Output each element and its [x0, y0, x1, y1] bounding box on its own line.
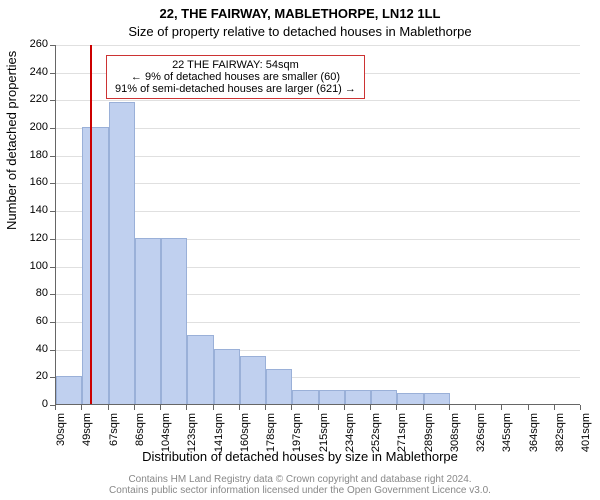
- plot-area: 22 THE FAIRWAY: 54sqm ← 9% of detached h…: [55, 45, 580, 405]
- y-tick-label: 40: [8, 343, 48, 355]
- x-tick-label: 141sqm: [213, 413, 225, 453]
- histogram-bar: [82, 127, 108, 404]
- histogram-bar: [240, 356, 266, 404]
- x-tick-label: 382sqm: [554, 413, 566, 453]
- y-tick-mark: [50, 211, 55, 212]
- x-tick-mark: [501, 405, 502, 410]
- x-tick-mark: [160, 405, 161, 410]
- y-tick-label: 180: [8, 149, 48, 161]
- y-tick-mark: [50, 322, 55, 323]
- x-tick-label: 160sqm: [239, 413, 251, 453]
- histogram-bar: [161, 238, 187, 404]
- x-tick-label: 252sqm: [370, 413, 382, 453]
- x-tick-label: 401sqm: [580, 413, 592, 453]
- histogram-bar: [424, 393, 450, 404]
- x-tick-mark: [396, 405, 397, 410]
- histogram-bar: [214, 349, 240, 404]
- x-tick-mark: [239, 405, 240, 410]
- y-tick-label: 80: [8, 287, 48, 299]
- y-tick-label: 0: [8, 398, 48, 410]
- x-tick-label: 234sqm: [344, 413, 356, 453]
- x-tick-mark: [344, 405, 345, 410]
- y-tick-label: 140: [8, 204, 48, 216]
- y-tick-label: 160: [8, 176, 48, 188]
- annotation-line2: ← 9% of detached houses are smaller (60): [115, 71, 356, 83]
- y-tick-label: 100: [8, 260, 48, 272]
- x-tick-mark: [81, 405, 82, 410]
- x-tick-mark: [370, 405, 371, 410]
- y-tick-label: 200: [8, 121, 48, 133]
- y-tick-mark: [50, 100, 55, 101]
- chart-container: 22, THE FAIRWAY, MABLETHORPE, LN12 1LL S…: [0, 0, 600, 500]
- annotation-box: 22 THE FAIRWAY: 54sqm ← 9% of detached h…: [106, 55, 365, 99]
- x-tick-label: 67sqm: [108, 413, 120, 453]
- x-tick-mark: [108, 405, 109, 410]
- y-tick-label: 220: [8, 93, 48, 105]
- histogram-bar: [109, 102, 135, 404]
- histogram-bar: [319, 390, 345, 404]
- y-tick-mark: [50, 156, 55, 157]
- annotation-line3: 91% of semi-detached houses are larger (…: [115, 83, 356, 95]
- x-tick-mark: [186, 405, 187, 410]
- chart-title-line2: Size of property relative to detached ho…: [0, 24, 600, 39]
- x-tick-mark: [213, 405, 214, 410]
- y-tick-mark: [50, 267, 55, 268]
- x-tick-mark: [528, 405, 529, 410]
- histogram-bar: [397, 393, 423, 404]
- y-tick-mark: [50, 377, 55, 378]
- x-tick-label: 30sqm: [55, 413, 67, 453]
- x-tick-mark: [475, 405, 476, 410]
- chart-title-line1: 22, THE FAIRWAY, MABLETHORPE, LN12 1LL: [0, 6, 600, 21]
- y-tick-mark: [50, 183, 55, 184]
- annotation-line1: 22 THE FAIRWAY: 54sqm: [115, 59, 356, 71]
- histogram-bar: [345, 390, 371, 404]
- x-tick-label: 364sqm: [528, 413, 540, 453]
- y-tick-label: 240: [8, 66, 48, 78]
- x-tick-label: 326sqm: [475, 413, 487, 453]
- histogram-bar: [135, 238, 161, 404]
- x-tick-label: 178sqm: [265, 413, 277, 453]
- x-tick-mark: [449, 405, 450, 410]
- x-tick-label: 345sqm: [501, 413, 513, 453]
- y-tick-label: 260: [8, 38, 48, 50]
- x-tick-mark: [55, 405, 56, 410]
- x-tick-label: 271sqm: [396, 413, 408, 453]
- x-tick-mark: [318, 405, 319, 410]
- footer: Contains HM Land Registry data © Crown c…: [0, 474, 600, 496]
- x-tick-mark: [554, 405, 555, 410]
- x-tick-label: 123sqm: [186, 413, 198, 453]
- histogram-bar: [187, 335, 213, 404]
- x-tick-mark: [423, 405, 424, 410]
- y-tick-label: 20: [8, 370, 48, 382]
- footer-line1: Contains HM Land Registry data © Crown c…: [0, 474, 600, 485]
- y-tick-label: 120: [8, 232, 48, 244]
- x-tick-mark: [134, 405, 135, 410]
- grid-line: [56, 45, 580, 46]
- x-tick-label: 49sqm: [81, 413, 93, 453]
- y-tick-mark: [50, 350, 55, 351]
- reference-line: [90, 45, 92, 404]
- x-tick-mark: [580, 405, 581, 410]
- x-tick-label: 215sqm: [318, 413, 330, 453]
- y-tick-label: 60: [8, 315, 48, 327]
- y-tick-mark: [50, 45, 55, 46]
- y-tick-mark: [50, 294, 55, 295]
- x-tick-label: 197sqm: [291, 413, 303, 453]
- footer-line2: Contains public sector information licen…: [0, 485, 600, 496]
- x-tick-mark: [291, 405, 292, 410]
- histogram-bar: [266, 369, 292, 404]
- x-tick-label: 289sqm: [423, 413, 435, 453]
- histogram-bar: [371, 390, 397, 404]
- x-tick-label: 86sqm: [134, 413, 146, 453]
- x-tick-mark: [265, 405, 266, 410]
- y-tick-mark: [50, 73, 55, 74]
- y-tick-mark: [50, 239, 55, 240]
- y-tick-mark: [50, 128, 55, 129]
- x-tick-label: 104sqm: [160, 413, 172, 453]
- histogram-bar: [56, 376, 82, 404]
- x-tick-label: 308sqm: [449, 413, 461, 453]
- histogram-bar: [292, 390, 318, 404]
